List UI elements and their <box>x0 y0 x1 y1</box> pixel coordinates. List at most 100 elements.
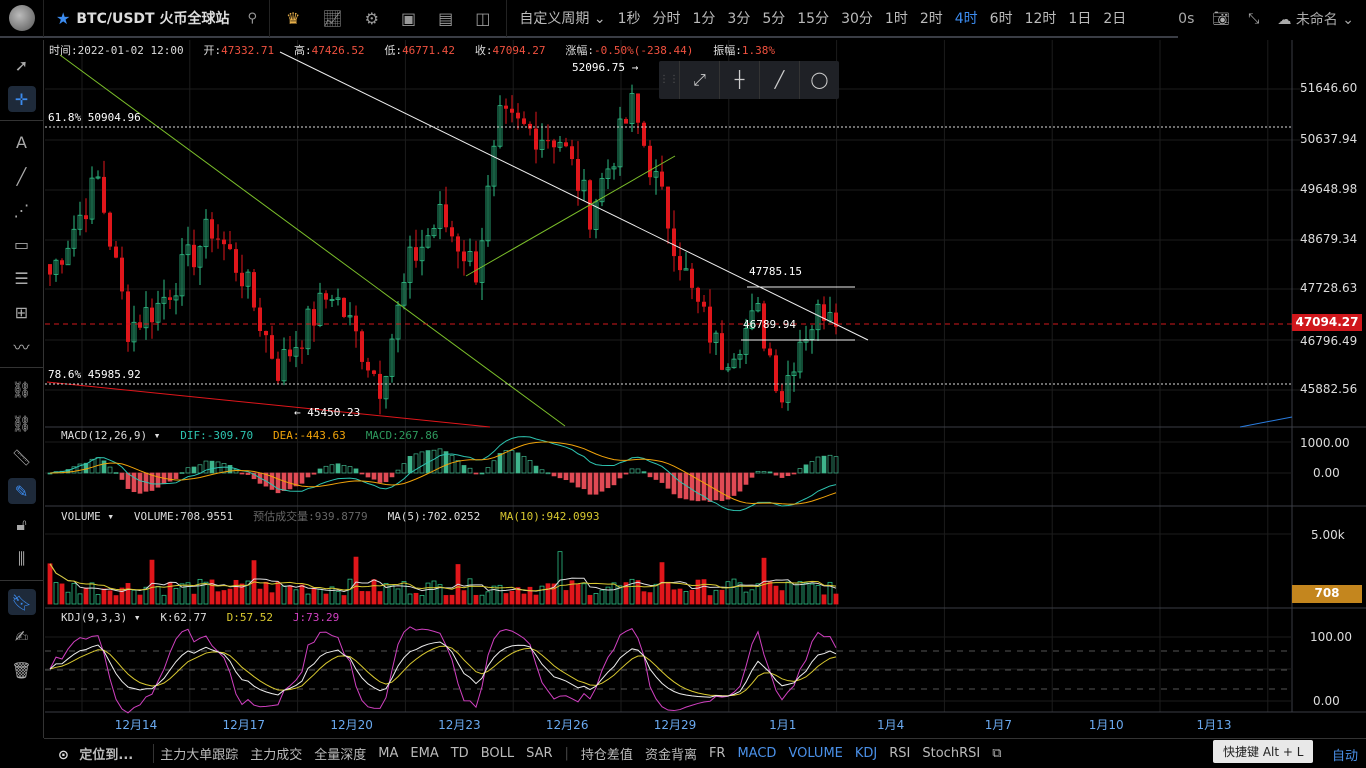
period-option[interactable]: 3分 <box>727 11 751 27</box>
layout-icon[interactable]: ◫ <box>475 8 491 28</box>
collapse-icon[interactable]: ⤡ <box>1248 11 1260 27</box>
macd-histogram-bar <box>209 460 215 474</box>
indicator-item[interactable]: FR <box>708 746 726 761</box>
indicator-item[interactable]: BOLL <box>480 746 515 761</box>
period-option[interactable]: 2日 <box>1103 11 1127 27</box>
auto-scale-button[interactable]: 自动 <box>1332 749 1359 764</box>
candle <box>419 246 425 262</box>
period-option[interactable]: 30分 <box>841 11 873 27</box>
period-option[interactable]: 5分 <box>762 11 786 27</box>
crosshair-icon[interactable]: ✛ <box>7 86 36 112</box>
hide-drawings-icon[interactable]: ⫼ <box>17 549 26 568</box>
macd-title[interactable]: MACD(12,26,9) ▾ <box>61 429 161 442</box>
camera-icon[interactable]: 📷︎ <box>1212 11 1231 27</box>
locate-button[interactable]: ⊙ 定位到... <box>44 744 155 763</box>
ruler-icon[interactable]: 📏︎ <box>11 447 32 467</box>
kdj-title[interactable]: KDJ(9,3,3) ▾ <box>61 611 141 624</box>
period-option[interactable]: 4时 <box>954 11 978 27</box>
indicator-item[interactable]: 主力大单跟踪 <box>160 748 239 763</box>
indicator-item[interactable]: 全量深度 <box>314 748 367 763</box>
wave-tool-icon[interactable]: 〰 <box>13 338 30 357</box>
lock-icon[interactable]: 🔓︎ <box>16 515 27 534</box>
chart-window-icon[interactable]: ▣ <box>401 8 417 28</box>
volume-title[interactable]: VOLUME ▾ <box>61 510 114 523</box>
edit-list-icon[interactable]: ✍ <box>14 626 29 646</box>
volume-bar <box>305 593 311 605</box>
candle <box>791 371 797 376</box>
trash-icon[interactable]: 🗑︎ <box>11 660 32 680</box>
magnet-strong-icon[interactable]: ⛓ <box>11 413 32 433</box>
symbol-selector[interactable]: ★ BTC/USDT 火币全球站 ⚲ <box>44 0 270 37</box>
volume-bar <box>107 590 113 605</box>
indicator-item[interactable]: MACD <box>737 746 777 761</box>
volume-bar <box>479 594 485 605</box>
indicator-item[interactable]: 持仓差值 <box>580 748 633 763</box>
candle <box>629 93 635 125</box>
magnet-icon[interactable]: ⛓ <box>11 379 32 399</box>
external-link-icon[interactable]: ⧉ <box>992 746 1002 761</box>
price-axis-label: 45882.56 <box>1300 382 1358 396</box>
trend-line-icon[interactable]: ╱ <box>759 61 799 99</box>
candle <box>672 228 676 257</box>
bookmark-icon[interactable]: 🔖︎ <box>7 589 36 615</box>
indicator-item[interactable]: SAR <box>526 746 553 761</box>
fork-tool-icon[interactable]: ⋰ <box>13 200 30 220</box>
price-axis-label: 51646.60 <box>1300 81 1358 95</box>
volume-bar <box>641 591 647 605</box>
period-option[interactable]: 自定义周期 ⌄ <box>519 11 606 27</box>
period-option[interactable]: 15分 <box>797 11 830 27</box>
period-option[interactable]: 分时 <box>652 11 681 27</box>
candle <box>60 260 64 265</box>
period-option[interactable]: 1时 <box>884 11 908 27</box>
cloud-layout-button[interactable]: ☁ 未命名 ⌄ <box>1277 12 1354 28</box>
indicator-item[interactable]: VOLUME <box>788 746 843 761</box>
period-option[interactable]: 2时 <box>919 11 943 27</box>
settings-gear-icon[interactable]: ⚙ <box>364 8 379 28</box>
kline-chart[interactable] <box>45 40 1366 738</box>
indicator-item[interactable]: RSI <box>889 746 911 761</box>
indicator-item[interactable]: TD <box>450 746 469 761</box>
macd-histogram-bar <box>179 472 185 474</box>
pen-draw-icon[interactable]: ✎ <box>7 478 36 504</box>
crown-icon[interactable]: ♛ <box>286 8 301 28</box>
indicator-item[interactable]: EMA <box>410 746 439 761</box>
period-option[interactable]: 6时 <box>989 11 1013 27</box>
indicator-item[interactable]: StochRSI <box>922 746 981 761</box>
volume-bar <box>815 585 821 605</box>
fib-tool-icon[interactable]: ☰ <box>14 268 29 288</box>
ellipse-tool-icon[interactable]: ◯ <box>799 61 839 99</box>
macd-histogram-bar <box>311 472 317 475</box>
rectangle-tool-icon[interactable]: ▭ <box>13 234 30 254</box>
period-option[interactable]: 12时 <box>1024 11 1057 27</box>
volume-axis-5k: 5.00k <box>1311 528 1345 542</box>
line-tool-icon[interactable]: ╱ <box>16 166 27 186</box>
indicator-item[interactable]: 主力成交 <box>250 748 303 763</box>
high-label: 高: <box>293 44 312 57</box>
text-tool-icon[interactable]: A <box>16 132 27 152</box>
favorite-star-icon[interactable]: ★ <box>56 8 71 28</box>
app-logo[interactable] <box>0 0 44 37</box>
cursor-icon[interactable]: ➚ <box>14 55 29 75</box>
indicator-item[interactable]: KDJ <box>854 746 878 761</box>
candle <box>785 375 791 403</box>
candle <box>102 176 106 213</box>
macd-histogram-bar <box>557 472 563 479</box>
indicator-item[interactable]: MA <box>378 746 399 761</box>
candle <box>797 341 803 373</box>
drag-handle-icon[interactable]: ⋮⋮ <box>659 74 679 85</box>
period-option[interactable]: 1秒 <box>617 11 641 27</box>
indicator-item[interactable]: 资金背离 <box>644 748 697 763</box>
volume-bar <box>407 593 413 605</box>
horizontal-line-icon[interactable]: ┼ <box>719 61 759 99</box>
volume-bar <box>743 591 749 605</box>
ray-tool-icon[interactable]: ⤢ <box>679 61 719 99</box>
volume-bar <box>377 591 383 605</box>
macd-histogram-bar <box>761 471 767 474</box>
locate-label: 定位到... <box>79 748 134 763</box>
indicator-icon[interactable]: 📈︎ <box>322 8 343 28</box>
multi-chart-icon[interactable]: ▤ <box>438 8 454 28</box>
grid-tool-icon[interactable]: ⊞ <box>14 302 29 322</box>
period-option[interactable]: 1分 <box>692 11 716 27</box>
period-option[interactable]: 1日 <box>1068 11 1092 27</box>
search-icon[interactable]: ⚲ <box>247 10 257 26</box>
